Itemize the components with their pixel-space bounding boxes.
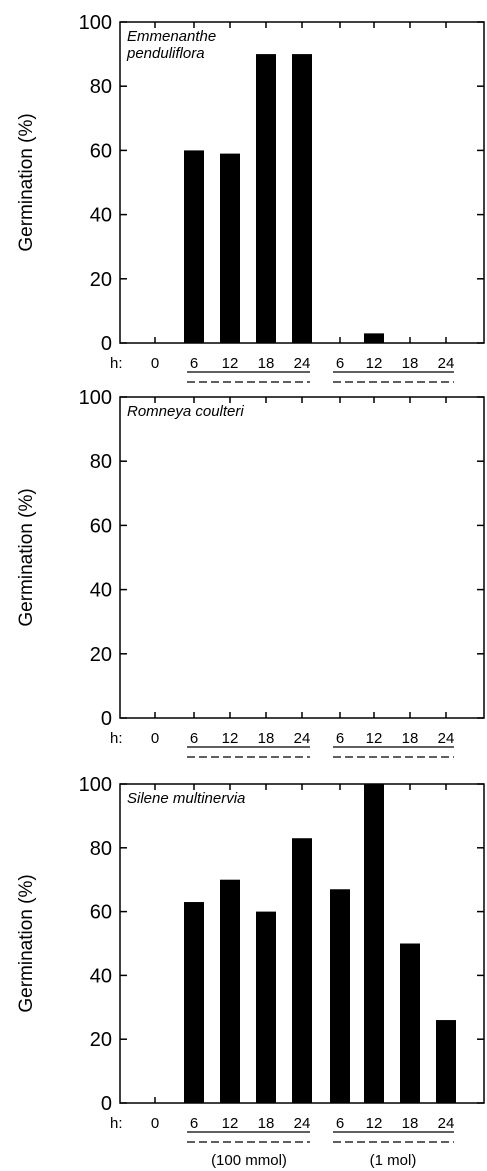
bar	[330, 889, 350, 1103]
y-tick-label: 0	[101, 1093, 112, 1115]
y-tick-label: 60	[90, 140, 112, 162]
group-label-1mol: (1 mol)	[370, 1152, 417, 1169]
x-tick-label: 18	[402, 355, 419, 372]
x-tick-label: 6	[336, 355, 344, 372]
y-tick-label: 80	[90, 838, 112, 860]
x-tick-label: 6	[336, 1115, 344, 1132]
bar	[292, 838, 312, 1103]
bar	[436, 1020, 456, 1103]
x-tick-label: 24	[294, 730, 311, 747]
x-tick-label: 24	[438, 730, 455, 747]
bar	[292, 54, 312, 343]
x-tick-label: 18	[258, 355, 275, 372]
bar	[184, 902, 204, 1103]
y-tick-label: 20	[90, 269, 112, 291]
x-tick-label: 18	[402, 1115, 419, 1132]
bar	[184, 150, 204, 343]
bar	[220, 153, 240, 343]
x-tick-label: 6	[190, 1115, 198, 1132]
y-tick-label: 60	[90, 515, 112, 537]
y-tick-label: 0	[101, 333, 112, 355]
x-axis-prefix: h:	[110, 730, 123, 747]
x-tick-label: 18	[402, 730, 419, 747]
y-tick-label: 80	[90, 76, 112, 98]
x-tick-label: 12	[366, 730, 383, 747]
bar	[256, 54, 276, 343]
x-tick-label: 12	[222, 1115, 239, 1132]
bar	[220, 879, 240, 1103]
x-tick-label: 12	[222, 355, 239, 372]
x-axis-prefix: h:	[110, 355, 123, 372]
x-tick-label: 0	[151, 730, 159, 747]
x-tick-label: 6	[336, 730, 344, 747]
bar	[400, 943, 420, 1103]
x-tick-label: 6	[190, 730, 198, 747]
x-tick-label: 24	[438, 1115, 455, 1132]
x-tick-label: 12	[222, 730, 239, 747]
x-tick-label: 24	[294, 1115, 311, 1132]
x-tick-label: 24	[438, 355, 455, 372]
y-tick-label: 0	[101, 708, 112, 730]
y-tick-label: 100	[79, 387, 112, 409]
species-name: penduliflora	[126, 45, 205, 62]
group-label-100mmol: (100 mmol)	[211, 1152, 287, 1169]
bar	[364, 333, 384, 343]
y-tick-label: 100	[79, 12, 112, 34]
y-tick-label: 40	[90, 965, 112, 987]
y-tick-label: 40	[90, 580, 112, 602]
x-tick-label: 12	[366, 1115, 383, 1132]
x-tick-label: 0	[151, 1115, 159, 1132]
y-tick-label: 100	[79, 774, 112, 796]
plot-frame	[119, 396, 485, 719]
x-tick-label: 6	[190, 355, 198, 372]
bar	[256, 911, 276, 1103]
y-tick-label: 80	[90, 451, 112, 473]
y-axis-label: Germination (%)	[16, 488, 37, 626]
species-name: Emmenanthe	[127, 28, 216, 45]
y-tick-label: 40	[90, 205, 112, 227]
y-axis-label: Germination (%)	[16, 874, 37, 1012]
species-name: Romneya coulteri	[127, 403, 244, 420]
x-axis-prefix: h:	[110, 1115, 123, 1132]
y-tick-label: 20	[90, 1029, 112, 1051]
x-tick-label: 18	[258, 730, 275, 747]
y-tick-label: 60	[90, 902, 112, 924]
y-tick-label: 20	[90, 644, 112, 666]
x-tick-label: 12	[366, 355, 383, 372]
bar	[364, 784, 384, 1103]
x-tick-label: 24	[294, 355, 311, 372]
species-name: Silene multinervia	[127, 790, 245, 807]
x-tick-label: 18	[258, 1115, 275, 1132]
x-tick-label: 0	[151, 355, 159, 372]
y-axis-label: Germination (%)	[16, 113, 37, 251]
